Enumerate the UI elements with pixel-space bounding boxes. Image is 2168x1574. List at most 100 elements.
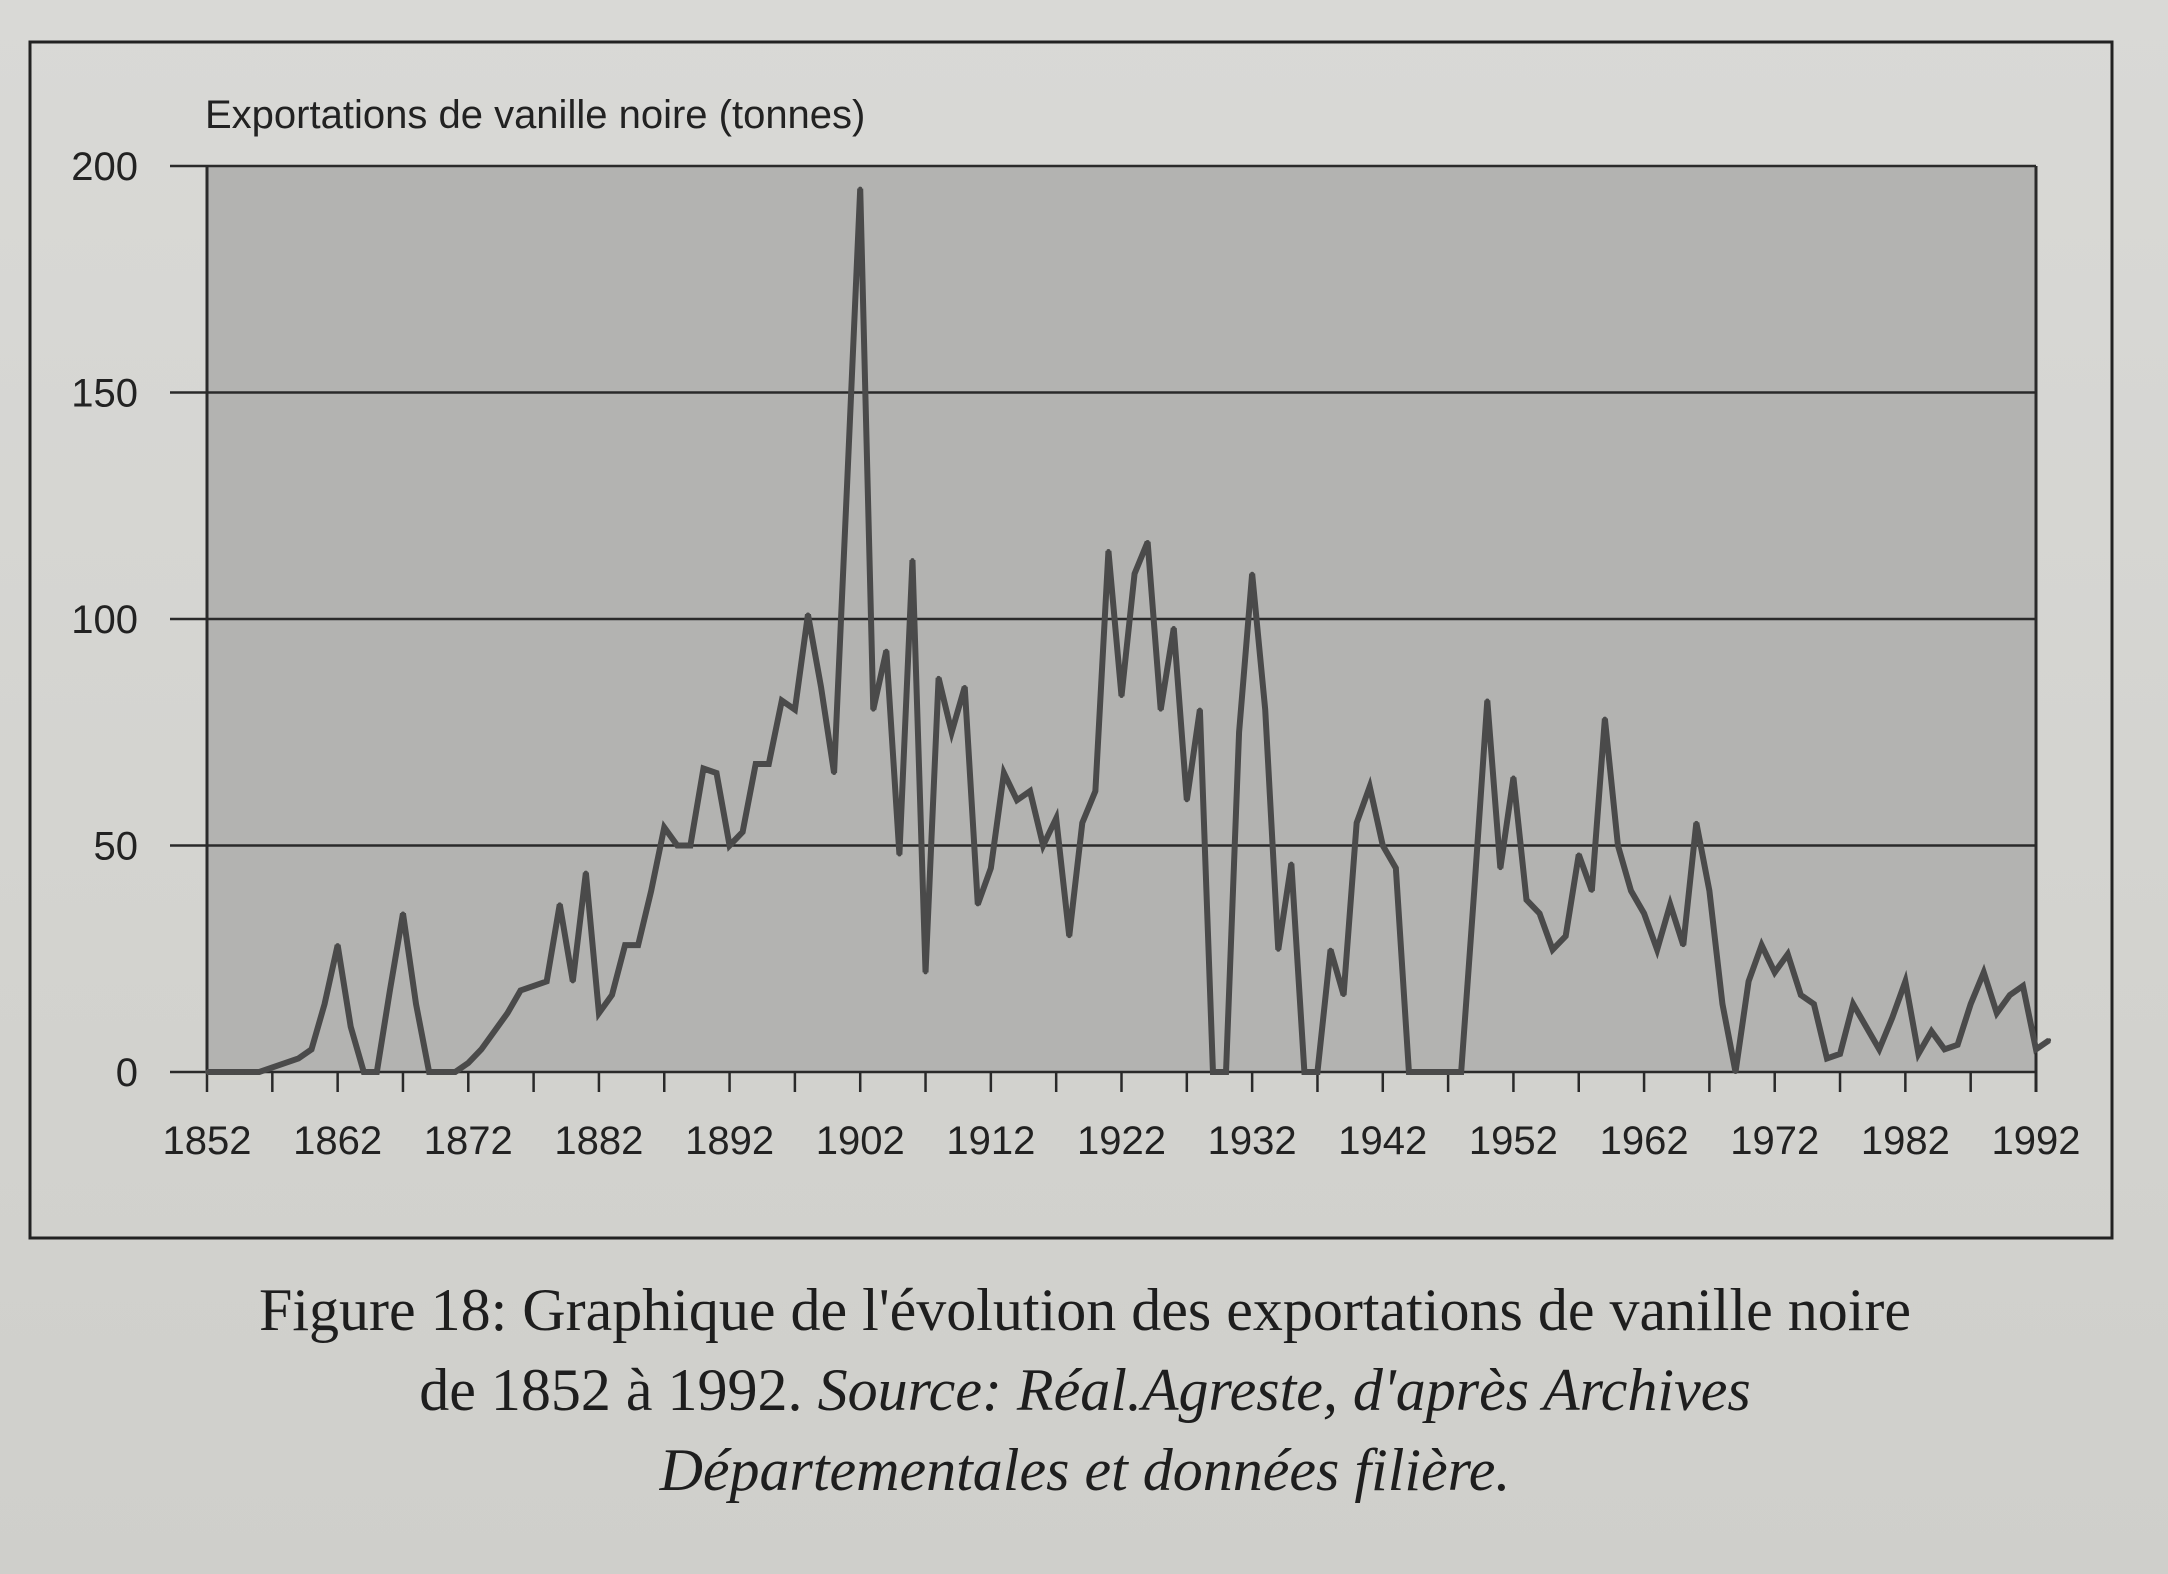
data-point [309, 1047, 314, 1052]
data-point [1380, 843, 1385, 848]
data-point [1824, 1056, 1829, 1061]
data-point [1289, 861, 1294, 866]
data-point [1537, 911, 1542, 916]
data-point [1903, 979, 1908, 984]
data-point [1942, 1047, 1947, 1052]
data-point [374, 1070, 379, 1074]
data-point [1550, 947, 1555, 952]
data-point [2034, 1047, 2038, 1052]
data-point [1707, 888, 1712, 893]
data-point [1302, 1070, 1307, 1074]
data-point [1393, 866, 1398, 871]
y-tick-label: 0 [116, 1051, 138, 1095]
data-point [819, 684, 824, 689]
data-point [440, 1070, 445, 1074]
data-point [1916, 1051, 1921, 1056]
data-point [205, 1070, 209, 1074]
data-point [231, 1070, 236, 1074]
data-point [1067, 934, 1072, 939]
data-point [1955, 1042, 1960, 1047]
data-point [466, 1060, 471, 1065]
data-point [662, 825, 667, 830]
data-point [1459, 1070, 1464, 1074]
data-point [479, 1047, 484, 1052]
data-point [1263, 707, 1268, 712]
data-point [1472, 888, 1477, 893]
data-point [1119, 694, 1124, 699]
data-point [832, 771, 837, 776]
data-point [1838, 1051, 1843, 1056]
data-point [1041, 843, 1046, 848]
data-point [1001, 771, 1006, 776]
data-point [2007, 992, 2012, 997]
data-point [583, 870, 588, 875]
data-point [1106, 549, 1111, 554]
data-point [805, 612, 810, 617]
data-point [636, 943, 641, 948]
x-tick-label: 1892 [685, 1119, 774, 1163]
data-point [1132, 571, 1137, 576]
data-point [1250, 571, 1255, 576]
data-point [557, 902, 562, 907]
data-point [1054, 816, 1059, 821]
data-point [1798, 992, 1803, 997]
data-point [2020, 983, 2025, 988]
data-point [531, 983, 536, 988]
data-point [871, 707, 876, 712]
data-point [1367, 784, 1372, 789]
data-point [492, 1029, 497, 1034]
data-point [1315, 1070, 1320, 1074]
y-tick-label: 150 [71, 372, 138, 416]
data-point [962, 684, 967, 689]
data-point [1851, 1002, 1856, 1007]
data-point [1433, 1070, 1438, 1074]
data-point [1655, 947, 1660, 952]
x-tick-label: 1852 [163, 1119, 252, 1163]
data-point [1276, 947, 1281, 952]
data-point [1929, 1029, 1934, 1034]
data-point [623, 943, 628, 948]
data-point [609, 992, 614, 997]
data-point [218, 1070, 223, 1074]
data-point [1746, 979, 1751, 984]
data-point [1406, 1070, 1411, 1074]
data-point [387, 988, 392, 993]
data-point [427, 1070, 432, 1074]
data-point [361, 1070, 366, 1074]
data-point [1093, 789, 1098, 794]
x-tick-label: 1902 [816, 1119, 905, 1163]
data-point [1576, 852, 1581, 857]
y-tick-label: 50 [94, 825, 139, 869]
data-point [1968, 1002, 1973, 1007]
data-point [1981, 970, 1986, 975]
data-point [1629, 888, 1634, 893]
data-point [518, 988, 523, 993]
data-point [400, 911, 405, 916]
data-point [335, 943, 340, 948]
series-line [207, 188, 2051, 1075]
data-point [936, 675, 941, 680]
caption-line-2: de 1852 à 1992. [419, 1357, 803, 1423]
data-point [1877, 1047, 1882, 1052]
data-point [505, 1011, 510, 1016]
x-tick-label: 1992 [1992, 1119, 2081, 1163]
data-point [1994, 1011, 1999, 1016]
data-point [1341, 992, 1346, 997]
data-point [453, 1070, 458, 1074]
data-point [596, 1011, 601, 1016]
data-point [845, 481, 850, 486]
data-point [1446, 1070, 1451, 1074]
data-point [1014, 798, 1019, 803]
y-tick-label: 100 [71, 598, 138, 642]
data-point [1328, 947, 1333, 952]
data-point [1864, 1024, 1869, 1029]
data-point [1080, 820, 1085, 825]
data-point [1237, 730, 1242, 735]
x-tick-label: 1962 [1600, 1119, 1689, 1163]
data-point [1890, 1015, 1895, 1020]
data-point [1210, 1070, 1215, 1074]
data-point [714, 771, 719, 776]
data-point [649, 888, 654, 893]
data-point [1615, 843, 1620, 848]
